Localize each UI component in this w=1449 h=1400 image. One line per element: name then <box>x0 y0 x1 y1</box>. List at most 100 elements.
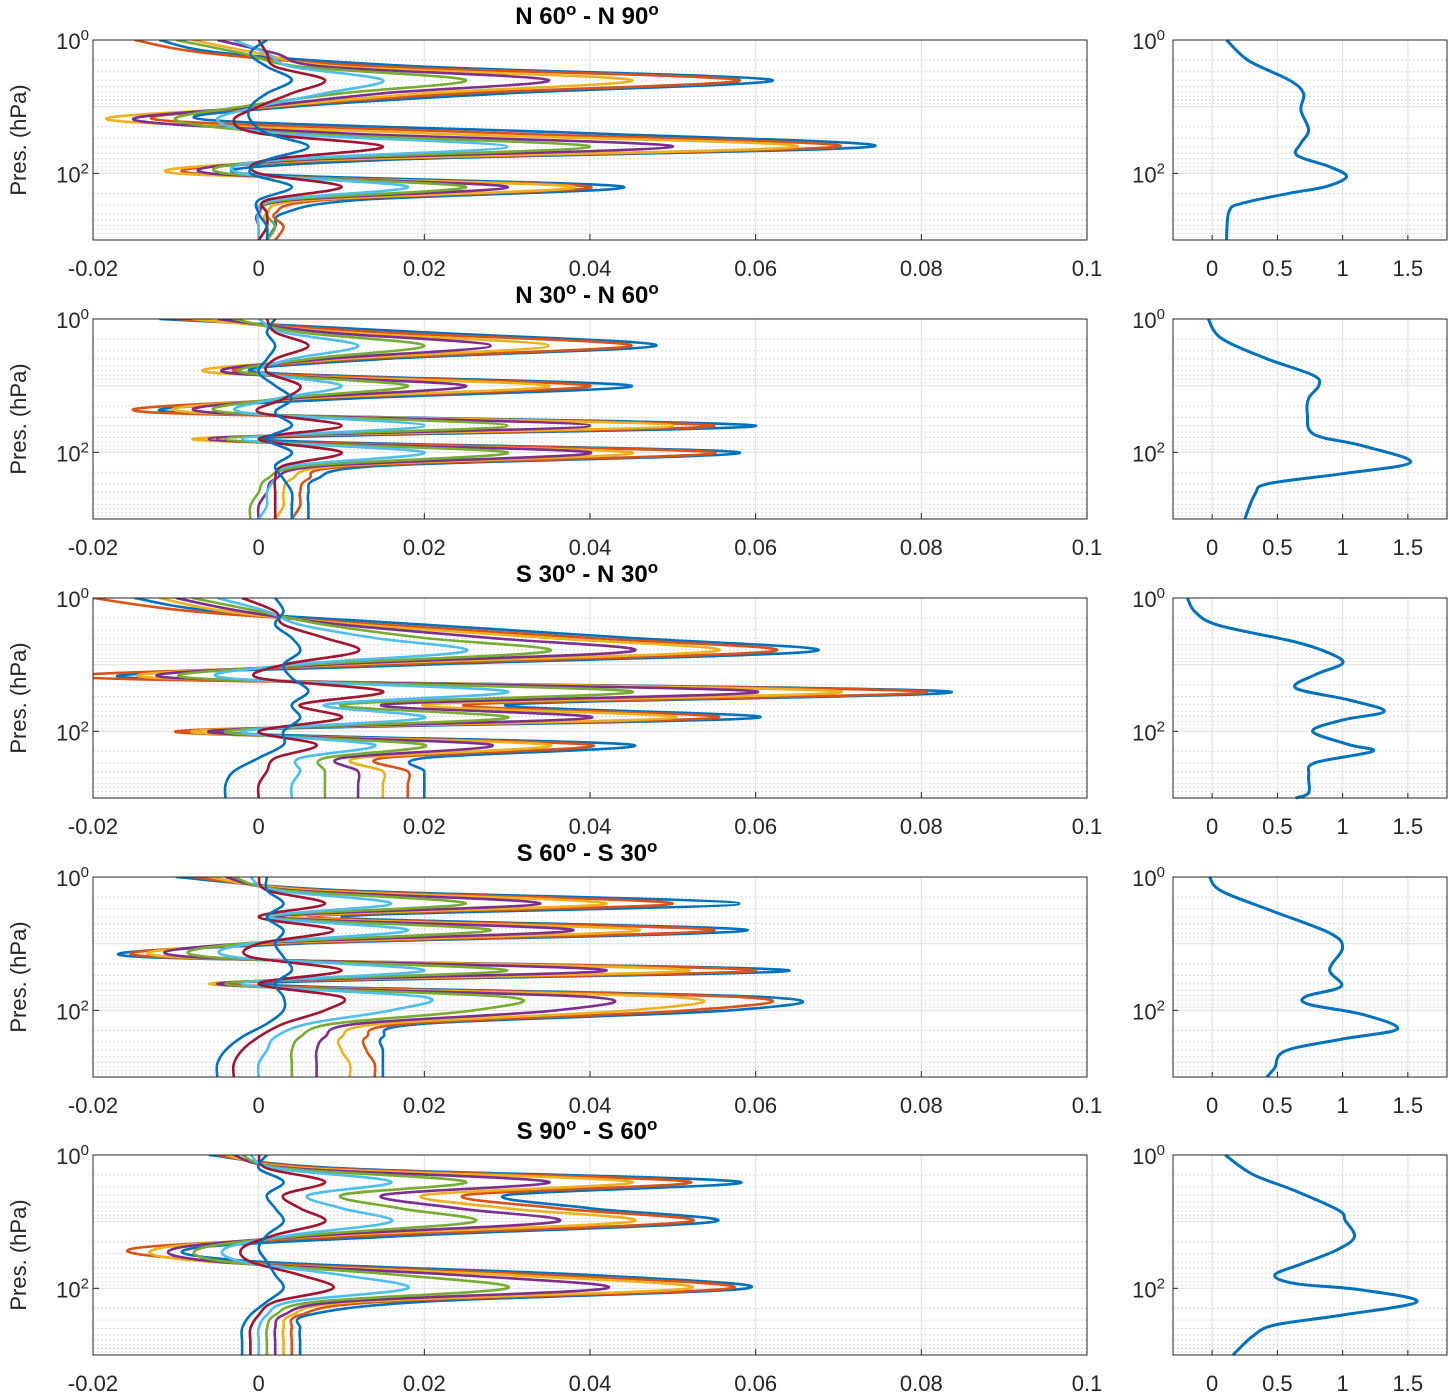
y-tick-label: 102​ <box>56 718 89 745</box>
axes-box <box>92 318 1088 520</box>
axes-background <box>1173 598 1447 798</box>
subplot-title: S 60o​ - S 30o​ <box>517 837 658 867</box>
data-lines <box>131 319 758 519</box>
series-line <box>148 1155 694 1355</box>
axes-background <box>1173 877 1447 1077</box>
x-tick-label: 1 <box>1336 1093 1348 1118</box>
series-line <box>173 40 592 240</box>
series-line <box>146 877 706 1077</box>
x-tick-label: 0.02 <box>403 256 446 281</box>
y-tick-label: 102​ <box>1132 1275 1165 1302</box>
series-line <box>192 1155 511 1355</box>
x-tick-label: 0 <box>1206 1093 1218 1118</box>
series-line <box>220 1155 411 1355</box>
subplot-title: S 90o​ - S 60o​ <box>517 1115 658 1145</box>
profile-line <box>1225 38 1348 241</box>
series-line <box>232 40 385 240</box>
data-lines <box>93 598 953 798</box>
series-line <box>131 40 675 240</box>
series-line <box>215 877 294 1077</box>
x-tick-label: 0.1 <box>1072 814 1103 839</box>
axes-box <box>1172 876 1448 1078</box>
series-line <box>215 40 509 240</box>
x-tick-label: -0.02 <box>68 1093 118 1118</box>
series-line <box>255 319 343 519</box>
y-axis-label: Pres. (hPa) <box>6 642 31 753</box>
x-tick-label: 1.5 <box>1393 256 1424 281</box>
series-line <box>217 877 434 1077</box>
y-tick-label: 100​ <box>1132 1142 1165 1169</box>
subplot-title: N 30o​ - N 60o​ <box>515 279 659 309</box>
x-tick-label: 0.08 <box>900 535 943 560</box>
x-tick-label: 0.02 <box>403 1371 446 1395</box>
y-tick-label: 100​ <box>56 27 89 54</box>
y-tick-label: 100​ <box>1132 306 1165 333</box>
axes-background <box>1173 40 1447 240</box>
x-tick-label: 1 <box>1336 256 1348 281</box>
x-tick-label: 0.5 <box>1262 814 1293 839</box>
x-tick-label: 0.1 <box>1072 535 1103 560</box>
series-line <box>115 598 953 798</box>
subplot-row: -0.02 0 0.02 0.04 0.06 0.08 0.1 100​ 102​ Pres. (… <box>6 279 1448 560</box>
series-line <box>105 40 799 240</box>
x-tick-label: 0.06 <box>734 1371 777 1395</box>
x-tick-label: 0.02 <box>403 814 446 839</box>
x-tick-label: 0.06 <box>734 535 777 560</box>
axes-box <box>1172 318 1448 520</box>
x-tick-label: -0.02 <box>68 1371 118 1395</box>
axes-box <box>92 1154 1088 1356</box>
y-tick-label: 102​ <box>56 160 89 187</box>
series-line <box>176 598 635 798</box>
y-tick-label: 100​ <box>56 1142 89 1169</box>
x-tick-label: 0.04 <box>569 256 612 281</box>
x-tick-label: 0.5 <box>1262 535 1293 560</box>
x-tick-label: 0 <box>1206 535 1218 560</box>
x-tick-label: 1 <box>1336 814 1348 839</box>
x-tick-label: -0.02 <box>68 814 118 839</box>
x-tick-label: 0.04 <box>569 814 612 839</box>
x-tick-label: 1.5 <box>1393 1093 1424 1118</box>
y-tick-label: 100​ <box>1132 585 1165 612</box>
series-line <box>239 1155 335 1355</box>
y-tick-label: 102​ <box>56 997 89 1024</box>
data-lines <box>105 40 877 240</box>
y-tick-label: 100​ <box>1132 864 1165 891</box>
subplot-row: -0.02 0 0.02 0.04 0.06 0.08 0.1 100​ 102​ Pres. (… <box>6 837 1448 1118</box>
series-line <box>126 1155 736 1355</box>
y-tick-label: 102​ <box>56 439 89 466</box>
subplot-title: S 30o​ - N 30o​ <box>516 558 658 588</box>
x-tick-label: 0 <box>1206 256 1218 281</box>
axes-box <box>1172 597 1448 799</box>
series-line <box>159 40 877 240</box>
series-line <box>213 598 510 798</box>
y-tick-label: 102​ <box>1132 160 1165 187</box>
x-tick-label: 0.08 <box>900 814 943 839</box>
x-tick-label: 0 <box>1206 814 1218 839</box>
axes-box <box>1172 1154 1448 1356</box>
x-tick-label: 0.02 <box>403 1093 446 1118</box>
x-tick-label: 0.08 <box>900 256 943 281</box>
profile-line <box>1208 876 1399 1078</box>
x-tick-label: 0 <box>253 1371 265 1395</box>
axes-background <box>1173 319 1447 519</box>
y-tick-label: 100​ <box>56 306 89 333</box>
x-tick-label: 0.5 <box>1262 1371 1293 1395</box>
x-tick-label: 0.04 <box>569 1371 612 1395</box>
y-axis-label: Pres. (hPa) <box>6 363 31 474</box>
series-line <box>241 598 385 798</box>
y-axis-label: Pres. (hPa) <box>6 921 31 1032</box>
series-line <box>257 319 294 519</box>
axes-box <box>92 876 1088 1078</box>
x-tick-label: 1 <box>1336 1371 1348 1395</box>
x-tick-label: 1.5 <box>1393 814 1424 839</box>
profile-line <box>1224 1153 1419 1357</box>
x-tick-label: 0.1 <box>1072 1371 1103 1395</box>
series-line <box>247 40 310 240</box>
subplot-title: N 60o​ - N 90o​ <box>515 0 659 30</box>
x-tick-label: 0.1 <box>1072 256 1103 281</box>
axes-box <box>1172 39 1448 241</box>
x-tick-label: 0 <box>1206 1371 1218 1395</box>
y-tick-label: 100​ <box>56 864 89 891</box>
y-tick-label: 102​ <box>1132 718 1165 745</box>
